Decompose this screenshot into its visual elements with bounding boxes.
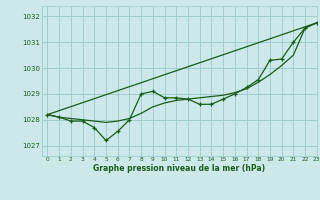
X-axis label: Graphe pression niveau de la mer (hPa): Graphe pression niveau de la mer (hPa) [93,164,265,173]
